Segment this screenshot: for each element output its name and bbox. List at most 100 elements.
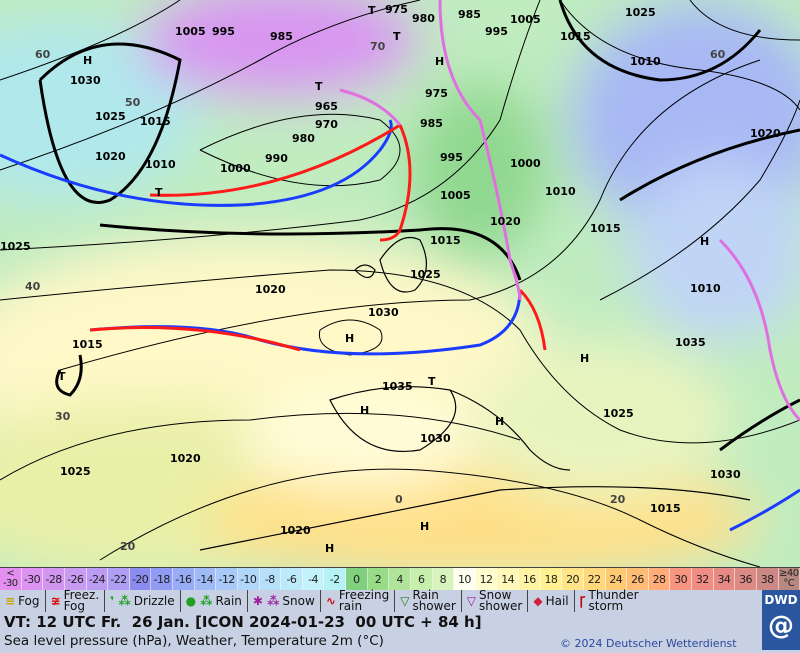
pressure-label: 1030	[70, 74, 101, 87]
scale-cell: 36	[735, 568, 757, 590]
pressure-system: H	[345, 332, 354, 345]
dwd-logo: DWD @	[762, 590, 800, 650]
isobar	[0, 412, 521, 481]
scale-cell: -24	[86, 568, 109, 590]
isobar-bold	[719, 398, 800, 452]
isobar-bold	[619, 128, 800, 202]
scale-cell: 22	[583, 568, 606, 590]
pressure-system: H	[580, 352, 589, 365]
pressure-system: H	[420, 520, 429, 533]
temp-label: 0	[395, 493, 403, 506]
scale-cell: 4	[389, 568, 411, 590]
pressure-label: 1020	[170, 452, 201, 465]
legend-item: ▽ Snow shower	[462, 589, 529, 612]
scale-cell: -4	[302, 568, 325, 590]
legend-item: ● ⁂ Rain	[181, 590, 248, 612]
scale-cell: 12	[475, 568, 498, 590]
pressure-label: 1020	[280, 524, 311, 537]
isobar-bold	[55, 354, 83, 397]
scale-cell: 30	[670, 568, 692, 590]
scale-cell: ≥40 °C	[778, 568, 800, 590]
scale-cell: -26	[64, 568, 87, 590]
pressure-label: 1005	[510, 13, 541, 26]
weather-front	[379, 124, 412, 242]
pressure-label: 980	[412, 12, 435, 25]
legend-label: Thunder storm	[588, 588, 639, 613]
pressure-system: T	[368, 4, 376, 17]
scale-cell: 34	[713, 568, 736, 590]
hail-icon: ◆	[533, 593, 543, 608]
pressure-label: 1005	[175, 25, 206, 38]
pressure-label: 1025	[0, 240, 31, 253]
weather-front	[0, 119, 393, 207]
pressure-label: 1020	[255, 283, 286, 296]
isobar	[0, 0, 181, 81]
scale-cell: -20	[129, 568, 152, 590]
scale-cell: 14	[497, 568, 519, 590]
pressure-label: 995	[212, 25, 235, 38]
isobar-bold	[38, 42, 182, 204]
pressure-label: 1010	[145, 158, 176, 171]
isobars	[0, 0, 800, 567]
pressure-label: 1015	[560, 30, 591, 43]
pressure-label: 975	[425, 87, 448, 100]
copyright: © 2024 Deutscher Wetterdienst	[560, 637, 737, 650]
isobar	[0, 0, 421, 171]
scale-cell: -14	[194, 568, 217, 590]
scale-cell: 2	[367, 568, 390, 590]
pressure-label: 980	[292, 132, 315, 145]
rain-icon: ● ⁂	[185, 593, 213, 608]
isobar	[689, 0, 800, 41]
pressure-label: 1030	[420, 432, 451, 445]
scale-cell: < -30	[0, 568, 22, 590]
coastlines	[199, 236, 751, 551]
valid-time: VT: 12 UTC Fr. 26 Jan. [ICON 2024-01-23 …	[4, 613, 482, 631]
scale-cell: -30	[21, 568, 44, 590]
legend-label: Fog	[18, 593, 40, 608]
scale-cell: 26	[627, 568, 649, 590]
scale-cell: -16	[173, 568, 195, 590]
isobar	[559, 0, 800, 111]
pressure-label: 1020	[95, 150, 126, 163]
weather-front	[339, 88, 402, 126]
scale-cell: -8	[259, 568, 282, 590]
scale-cell: -22	[108, 568, 130, 590]
pressure-label: 1015	[140, 115, 171, 128]
scale-cell: 6	[410, 568, 433, 590]
pressure-label: 1015	[430, 234, 461, 247]
legend-item: ≆ Freez. Fog	[46, 588, 106, 613]
isobar	[599, 99, 800, 301]
scale-cell: 20	[562, 568, 584, 590]
pressure-system: T	[315, 80, 323, 93]
pressure-system: H	[360, 404, 369, 417]
pressure-system: H	[435, 55, 444, 68]
legend-item: ◆ Hail	[528, 590, 575, 612]
pressure-label: 1035	[675, 336, 706, 349]
pressure-label: 1025	[410, 268, 441, 281]
pressure-system: H	[83, 54, 92, 67]
temp-label: 50	[125, 96, 141, 109]
pressure-label: 1010	[545, 185, 576, 198]
scale-cell: -12	[216, 568, 238, 590]
scale-cell: 38	[756, 568, 779, 590]
pressure-label: 1015	[650, 502, 681, 515]
temp-label: 60	[35, 48, 51, 61]
temp-label: 20	[120, 540, 136, 553]
scale-cell: 18	[540, 568, 563, 590]
legend-label: Freez. Fog	[63, 588, 100, 613]
pressure-system: T	[393, 30, 401, 43]
isobar	[199, 113, 401, 187]
temp-label: 30	[55, 410, 71, 423]
scale-cell: -2	[324, 568, 346, 590]
pressure-label: 1020	[750, 127, 781, 140]
pressure-label: 1025	[625, 6, 656, 19]
isobar	[59, 59, 761, 371]
scale-cell: -18	[151, 568, 173, 590]
temp-label: 60	[710, 48, 726, 61]
legend-item: Ꞅ Thunder storm	[575, 588, 644, 613]
scale-cell: 24	[605, 568, 628, 590]
isobar	[99, 468, 761, 567]
isobar-bold	[99, 223, 522, 281]
